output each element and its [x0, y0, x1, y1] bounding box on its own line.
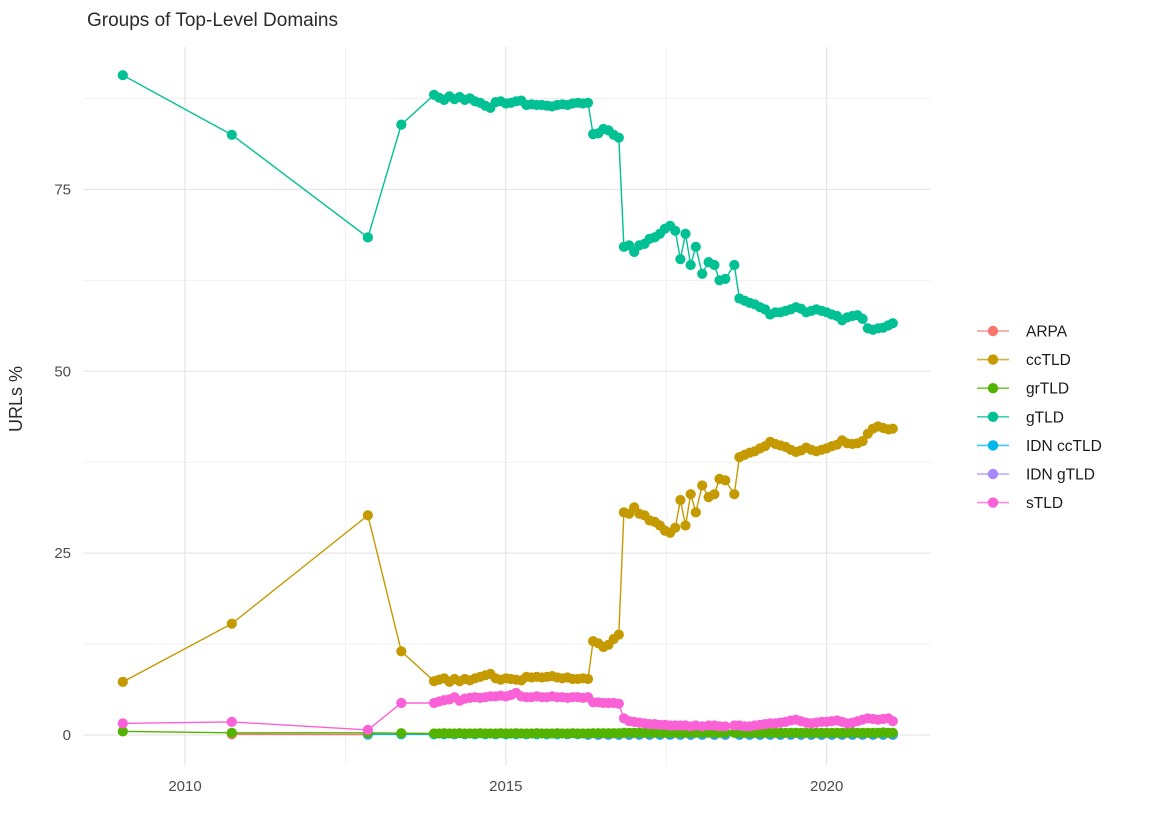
- x-tick-label: 2015: [489, 778, 522, 795]
- data-point: [226, 129, 237, 140]
- data-point: [362, 724, 373, 736]
- series-grtld: [117, 726, 898, 739]
- data-point: [582, 97, 594, 108]
- axis-tick-labels: 0 25 50 75 2010 2015 2020: [54, 181, 843, 795]
- data-point: [857, 436, 868, 447]
- data-point: [680, 228, 691, 239]
- data-point: [690, 507, 701, 518]
- data-point: [720, 273, 731, 284]
- x-tick-label: 2020: [810, 778, 843, 795]
- grid-minor: [83, 47, 931, 765]
- data-point: [117, 676, 128, 688]
- data-point: [396, 119, 407, 130]
- y-tick-label: 75: [54, 181, 71, 198]
- data-point: [720, 721, 731, 732]
- series-gtld: [117, 70, 898, 335]
- data-point: [697, 268, 708, 279]
- legend-key-point: [987, 440, 999, 451]
- legend-key-point: [987, 383, 999, 394]
- legend-item-cctld: ccTLD: [977, 352, 1071, 369]
- legend-key-point: [987, 497, 999, 508]
- data-point: [685, 489, 696, 500]
- data-point: [697, 480, 708, 491]
- legend-label: IDN ccTLD: [1026, 438, 1102, 455]
- legend-item-grtld: grTLD: [977, 381, 1069, 398]
- data-point: [675, 254, 686, 265]
- data-point: [117, 726, 128, 737]
- series-stld: [117, 687, 898, 736]
- legend-label: ARPA: [1026, 324, 1068, 341]
- data-point: [729, 259, 740, 271]
- data-point: [887, 727, 898, 738]
- data-point: [709, 259, 720, 271]
- series-cctld: [117, 421, 898, 688]
- data-point: [613, 698, 624, 709]
- y-tick-label: 25: [54, 545, 71, 562]
- legend-label: grTLD: [1026, 381, 1069, 398]
- data-point: [670, 522, 681, 533]
- data-point: [670, 225, 681, 236]
- data-point: [226, 618, 237, 629]
- data-point: [709, 489, 720, 500]
- legend-item-idn-cctld: IDN ccTLD: [977, 438, 1102, 455]
- legend-item-stld: sTLD: [977, 495, 1063, 512]
- data-point: [729, 489, 740, 500]
- data-point: [396, 697, 407, 709]
- y-tick-label: 0: [63, 727, 71, 744]
- data-point: [857, 313, 868, 324]
- data-point: [680, 520, 691, 531]
- legend-key-point: [987, 354, 999, 365]
- legend-item-idn-gtld: IDN gTLD: [977, 467, 1095, 484]
- data-point: [396, 646, 407, 657]
- data-point: [362, 232, 373, 243]
- legend-item-arpa: ARPA: [977, 324, 1068, 341]
- series-arpa: [226, 729, 373, 740]
- legend-label: sTLD: [1026, 495, 1063, 512]
- y-axis-title: URLs %: [6, 366, 26, 432]
- chart-title: Groups of Top-Level Domains: [87, 10, 338, 31]
- legend-key-point: [987, 411, 999, 422]
- data-point: [887, 423, 898, 434]
- data-point: [396, 728, 407, 739]
- data-point: [226, 716, 237, 728]
- legend-label: gTLD: [1026, 409, 1064, 426]
- data-point: [362, 510, 373, 521]
- data-point: [720, 475, 731, 486]
- data-point: [675, 494, 686, 506]
- data-point: [685, 259, 696, 271]
- legend: ARPA ccTLD grTLD gTLD IDN ccTLD IDN gTLD sTLD: [977, 324, 1102, 512]
- data-point: [613, 629, 624, 640]
- data-point: [690, 241, 701, 252]
- x-tick-label: 2010: [168, 778, 201, 795]
- data-point: [887, 318, 898, 329]
- data-point: [887, 716, 898, 727]
- y-tick-label: 50: [54, 363, 71, 380]
- data-point: [613, 132, 624, 143]
- legend-label: ccTLD: [1026, 352, 1071, 369]
- data-point: [117, 70, 128, 81]
- legend-key-point: [987, 325, 999, 337]
- data-point: [117, 718, 128, 729]
- data-point: [582, 673, 594, 685]
- data-point: [226, 727, 237, 738]
- grid-major: [83, 47, 931, 765]
- legend-key-point: [987, 468, 999, 480]
- legend-label: IDN gTLD: [1026, 467, 1095, 484]
- legend-item-gtld: gTLD: [977, 409, 1064, 426]
